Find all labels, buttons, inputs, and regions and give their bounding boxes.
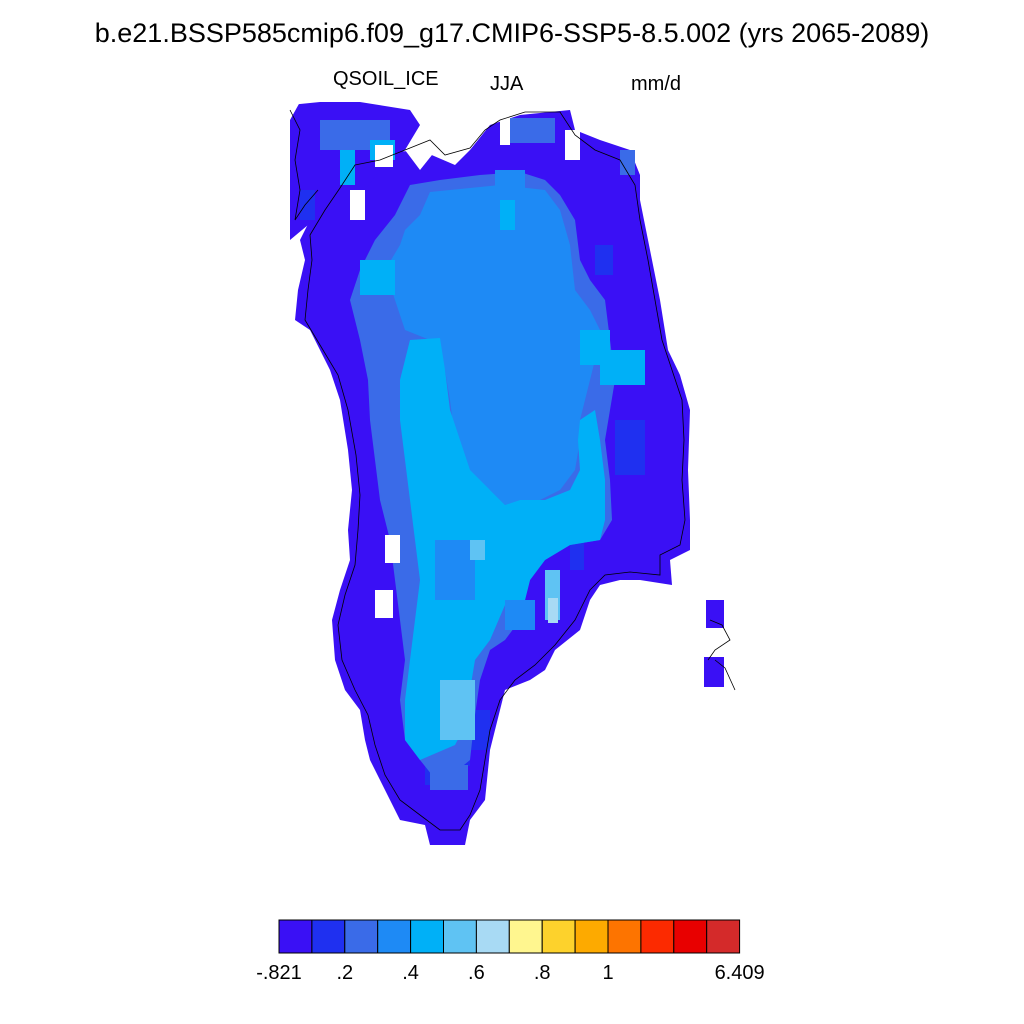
colorbar-box-8 — [541, 919, 576, 954]
colorbar-box-9 — [574, 919, 609, 954]
colorbar-box-11 — [640, 919, 675, 954]
colorbar-box-5 — [443, 919, 477, 954]
colorbar-box-12 — [673, 919, 708, 954]
colorbar-box-13 — [706, 919, 741, 954]
season-label: JJA — [490, 73, 524, 95]
figure-title: b.e21.BSSP585cmip6.f09_g17.CMIP6-SSP5-8.… — [94, 18, 930, 48]
colorbar-tick-label: .4 — [402, 962, 419, 984]
units-label: mm/d — [631, 73, 681, 95]
interior-patches — [435, 540, 535, 630]
colorbar-box-6 — [475, 919, 510, 954]
colorbar-box-3 — [377, 919, 412, 954]
light-zone — [340, 140, 645, 760]
colorbar-tick-label: .6 — [468, 962, 485, 984]
interior-ice — [385, 170, 600, 505]
colorbar-tick-label: -.821 — [256, 962, 302, 984]
colorbar-box-10 — [607, 919, 642, 954]
colorbar-tick-label: 6.409 — [714, 962, 765, 984]
map-gaps — [290, 102, 580, 618]
colorbar-box-7 — [508, 919, 543, 954]
colorbar-tick-label: 1 — [602, 962, 614, 984]
colorbar-box-4 — [410, 919, 445, 954]
colorbar-tick-label: .2 — [336, 962, 354, 984]
colorbar-box-0 — [278, 919, 313, 954]
coastline — [289, 109, 736, 831]
colorbar-tick-label: .8 — [533, 962, 551, 984]
palest-zone — [548, 598, 558, 623]
variable-label: QSOIL_ICE — [333, 68, 439, 90]
colorbar-box-1 — [311, 919, 346, 954]
colorbar-box-2 — [344, 919, 379, 954]
colorbar — [278, 919, 741, 954]
